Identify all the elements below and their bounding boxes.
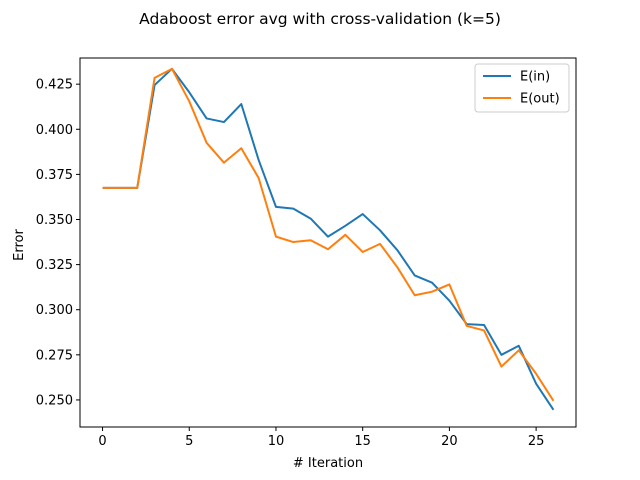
legend: E(in) E(out) (474, 63, 570, 113)
y-tick-label: 0.400 (36, 123, 73, 138)
y-tick-label: 0.350 (36, 213, 73, 228)
x-tick-label: 0 (98, 434, 106, 449)
legend-label-e-in: E(in) (520, 70, 550, 85)
plot-area: 0 5 10 15 20 25 0.250 0.275 0.300 0.325 0.350 0.375… (36, 57, 577, 449)
y-tick-label: 0.425 (36, 78, 73, 93)
y-tick-label: 0.250 (36, 393, 73, 408)
legend-label-e-out: E(out) (520, 92, 560, 107)
series-line-e-in (102, 67, 555, 411)
series-line-e-out (102, 67, 555, 402)
y-tick-label: 0.375 (36, 168, 73, 183)
x-tick-label: 20 (441, 434, 458, 449)
x-axis-label: # Iteration (293, 456, 363, 471)
y-tick-label: 0.300 (36, 303, 73, 318)
y-tick-label: 0.275 (36, 348, 73, 363)
x-tick-label: 10 (268, 434, 285, 449)
y-axis-label: Error (12, 229, 27, 261)
chart-title: Adaboost error avg with cross-validation… (139, 10, 501, 28)
x-tick-label: 5 (185, 434, 193, 449)
x-tick-label: 15 (354, 434, 371, 449)
x-tick-label: 25 (528, 434, 545, 449)
y-tick-label: 0.325 (36, 258, 73, 273)
axes-frame (79, 57, 577, 428)
